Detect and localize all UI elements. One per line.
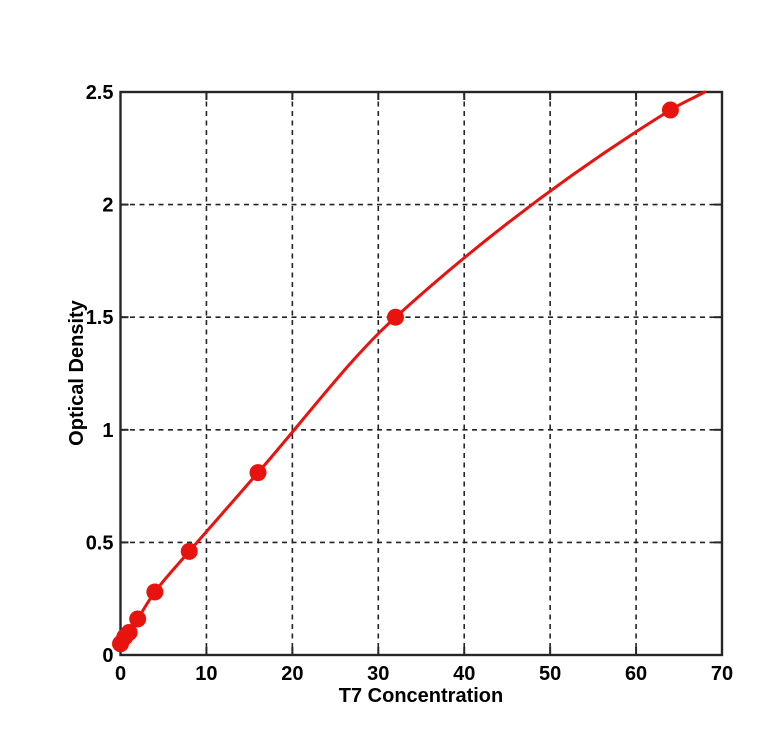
y-tick-label: 2.5 [86,82,114,104]
data-point-marker [249,464,267,482]
y-tick-label: 1 [102,420,113,442]
x-tick-label: 30 [367,663,389,685]
standard-curve-line [119,90,707,646]
y-tick-label: 0 [102,645,113,667]
data-point-marker [129,610,147,628]
y-tick-label: 2 [102,195,113,217]
data-point-marker [120,623,138,641]
y-tick-label: 0.5 [86,532,114,554]
x-tick-label: 40 [453,663,475,685]
x-tick-label: 70 [711,663,733,685]
x-tick-label: 10 [195,663,217,685]
data-point-marker [386,308,404,326]
y-tick-label: 1.5 [86,307,114,329]
x-axis-label: T7 Concentration [339,685,503,707]
x-tick-label: 50 [539,663,561,685]
x-tick-label: 0 [115,663,126,685]
x-tick-label: 60 [625,663,647,685]
y-axis-label: Optical Density [66,299,88,445]
data-point-marker [661,101,679,119]
x-tick-label: 20 [281,663,303,685]
data-point-marker [180,542,198,560]
data-point-marker [146,583,164,601]
plot-border-box [119,90,724,657]
